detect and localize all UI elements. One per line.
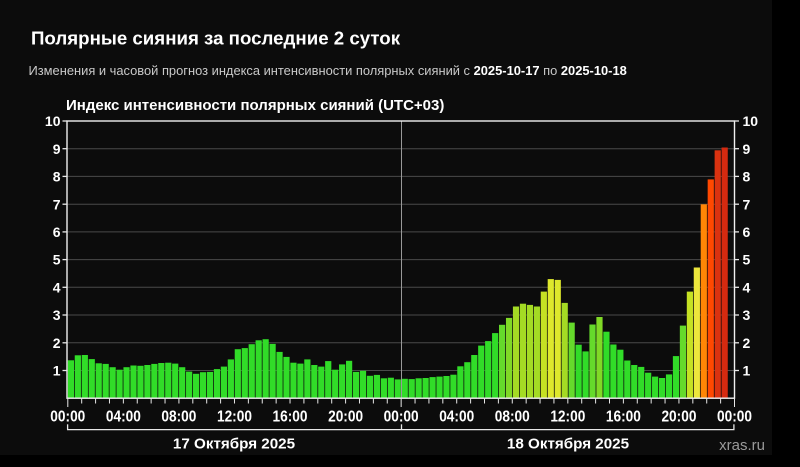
svg-text:12:00: 12:00 [217, 408, 252, 425]
svg-text:2: 2 [743, 335, 751, 351]
svg-text:12:00: 12:00 [550, 408, 585, 425]
svg-text:4: 4 [743, 279, 751, 295]
svg-text:5: 5 [743, 252, 751, 268]
svg-text:Изменения и часовой прогноз ин: Изменения и часовой прогноз индекса инте… [29, 63, 627, 78]
svg-text:8: 8 [743, 169, 751, 185]
svg-text:Полярные сияния за последние 2: Полярные сияния за последние 2 суток [31, 28, 401, 49]
svg-text:7: 7 [743, 196, 751, 212]
svg-text:4: 4 [53, 279, 61, 295]
svg-text:17 Октября 2025: 17 Октября 2025 [173, 435, 296, 452]
svg-text:04:00: 04:00 [106, 408, 141, 425]
svg-text:00:00: 00:00 [50, 408, 85, 425]
svg-text:2: 2 [53, 335, 61, 351]
svg-text:08:00: 08:00 [495, 408, 530, 425]
svg-text:6: 6 [743, 224, 751, 240]
svg-text:Индекс интенсивности полярных: Индекс интенсивности полярных сияний (UT… [66, 97, 444, 114]
svg-text:20:00: 20:00 [661, 408, 696, 425]
svg-text:08:00: 08:00 [161, 408, 196, 425]
svg-text:9: 9 [743, 141, 751, 157]
svg-text:04:00: 04:00 [439, 408, 474, 425]
svg-text:7: 7 [53, 196, 61, 212]
svg-text:3: 3 [53, 307, 61, 323]
svg-text:xras.ru: xras.ru [719, 437, 765, 454]
svg-text:00:00: 00:00 [384, 408, 419, 425]
svg-text:6: 6 [53, 224, 61, 240]
svg-text:9: 9 [53, 141, 61, 157]
svg-text:18 Октября 2025: 18 Октября 2025 [507, 435, 630, 452]
svg-text:3: 3 [743, 307, 751, 323]
svg-text:5: 5 [53, 252, 61, 268]
svg-text:8: 8 [53, 169, 61, 185]
svg-text:00:00: 00:00 [717, 408, 752, 425]
svg-text:1: 1 [53, 363, 61, 379]
svg-text:16:00: 16:00 [273, 408, 308, 425]
svg-text:10: 10 [743, 113, 759, 129]
svg-text:10: 10 [45, 113, 61, 129]
svg-text:1: 1 [743, 363, 751, 379]
svg-text:16:00: 16:00 [606, 408, 641, 425]
svg-text:20:00: 20:00 [328, 408, 363, 425]
